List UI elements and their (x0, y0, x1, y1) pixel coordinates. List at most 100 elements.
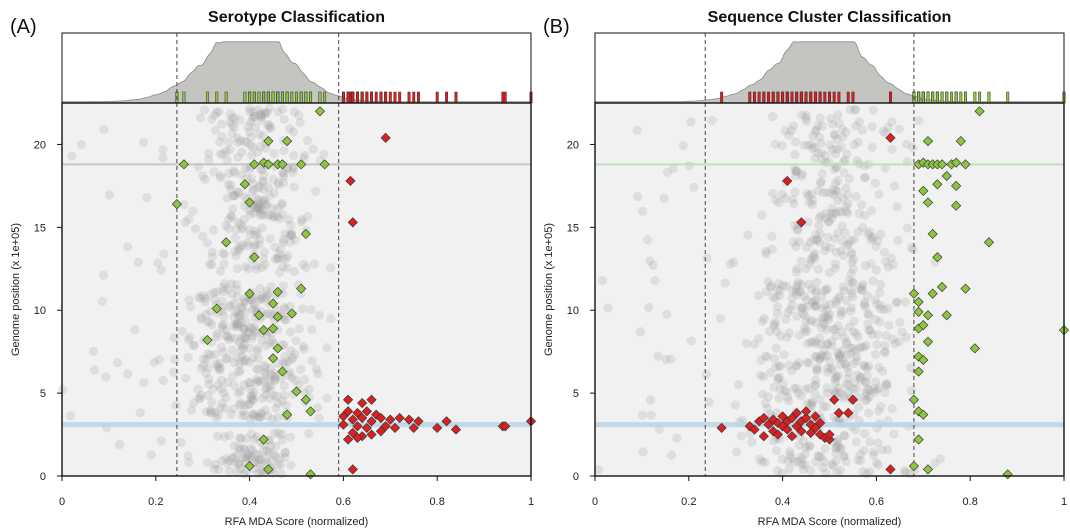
background-point (860, 302, 870, 312)
background-point (245, 343, 255, 353)
rug-mark (832, 91, 836, 104)
background-point (212, 287, 223, 297)
rug-mark (290, 91, 294, 104)
background-point (202, 238, 212, 248)
background-point (767, 244, 777, 254)
background-point (814, 213, 824, 223)
background-point (798, 309, 808, 319)
background-point (244, 327, 254, 337)
rug-mark (846, 91, 850, 104)
background-point (169, 333, 179, 343)
background-point (882, 381, 892, 391)
background-point (834, 353, 844, 363)
background-point (224, 223, 234, 234)
background-point (221, 220, 231, 231)
rug-mark (501, 91, 505, 104)
background-point (859, 361, 869, 371)
background-point (817, 155, 827, 165)
background-point (230, 233, 240, 243)
background-point (285, 432, 295, 442)
background-point (299, 375, 309, 385)
data-point-green (239, 179, 251, 190)
background-point (826, 208, 836, 218)
background-point (226, 211, 236, 221)
background-point (819, 286, 829, 296)
background-point (844, 367, 854, 378)
background-point (278, 209, 288, 219)
background-point (861, 391, 871, 401)
data-point-green (277, 159, 288, 170)
background-point (807, 253, 817, 263)
rug-mark (248, 91, 252, 104)
background-point (808, 131, 818, 141)
background-point (159, 249, 169, 259)
background-point (783, 392, 793, 402)
background-point (233, 388, 243, 398)
background-point (241, 453, 251, 463)
background-point (263, 411, 273, 421)
background-point (235, 386, 245, 396)
data-point-green (969, 343, 980, 354)
background-point (846, 285, 856, 295)
background-point (815, 354, 825, 364)
background-point (266, 441, 276, 451)
data-point-red (450, 424, 462, 435)
background-point (278, 253, 288, 263)
data-point-red (847, 394, 859, 405)
background-point (244, 357, 254, 367)
background-point (255, 283, 265, 294)
y-tick-label: 0 (40, 471, 46, 483)
background-point (237, 341, 247, 351)
background-point (189, 340, 200, 350)
background-point (810, 301, 820, 311)
data-point-green (244, 288, 255, 299)
background-point (894, 124, 904, 134)
background-point (243, 241, 253, 251)
background-point (818, 402, 828, 412)
background-point (232, 319, 242, 329)
data-point-green (960, 283, 971, 294)
background-point (261, 363, 271, 373)
background-point (865, 325, 875, 335)
background-point (841, 183, 851, 193)
background-point (254, 181, 264, 191)
background-point (797, 169, 807, 179)
background-point (196, 363, 206, 373)
background-point (256, 112, 266, 122)
background-point (793, 457, 803, 467)
background-point (273, 107, 283, 117)
background-point (258, 205, 268, 215)
background-point (279, 235, 289, 245)
background-point (221, 393, 231, 403)
background-point (229, 358, 239, 368)
background-point (176, 437, 186, 447)
background-point (234, 459, 244, 469)
background-point (806, 255, 816, 265)
rug-mark (720, 91, 724, 104)
background-point (198, 361, 209, 371)
background-point (798, 303, 808, 313)
background-point (769, 319, 779, 329)
background-point (201, 368, 211, 378)
background-point (278, 281, 288, 291)
background-point (249, 241, 260, 252)
background-point (861, 377, 871, 388)
background-point (841, 127, 851, 137)
background-point (843, 373, 853, 383)
background-point (237, 303, 247, 313)
data-point-red (394, 412, 405, 424)
background-point (225, 145, 235, 155)
background-point (217, 456, 227, 466)
background-point (864, 310, 874, 320)
background-point (139, 137, 149, 147)
background-point (207, 252, 218, 262)
background-point (822, 388, 832, 398)
background-point (237, 224, 247, 234)
background-point (790, 457, 800, 467)
background-point (311, 364, 322, 374)
background-point (184, 214, 194, 224)
data-point-red (758, 412, 769, 424)
background-point (782, 332, 792, 342)
background-point (279, 390, 289, 400)
background-point (285, 367, 295, 377)
